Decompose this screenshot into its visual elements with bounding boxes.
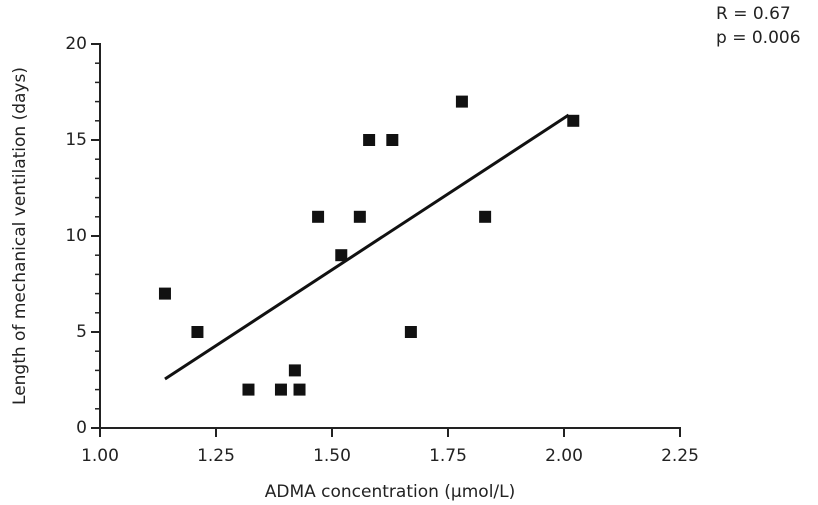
x-tick-label: 2.25	[661, 446, 699, 466]
point	[479, 210, 492, 223]
x-tick-label: 1.75	[429, 446, 467, 466]
x-tick-label: 1.25	[197, 446, 235, 466]
x-tick-label: 1.00	[81, 446, 119, 466]
point	[293, 383, 306, 396]
y-tick-label: 15	[65, 130, 87, 150]
point	[353, 210, 366, 223]
point	[404, 326, 417, 338]
point	[386, 134, 399, 146]
point	[335, 249, 348, 262]
x-tick-label: 2.00	[545, 446, 583, 466]
annotation: p = 0.006	[716, 28, 801, 48]
point	[158, 287, 171, 300]
x-tick-label: 1.50	[313, 446, 351, 466]
point	[191, 326, 204, 338]
point	[363, 134, 376, 146]
point	[288, 364, 301, 377]
x-axis-label: ADMA concentration (µmol/L)	[265, 482, 516, 502]
fit-line	[164, 113, 570, 381]
y-tick-label: 0	[76, 418, 87, 438]
point	[312, 210, 325, 223]
y-tick-label: 10	[65, 226, 87, 246]
point	[274, 383, 287, 396]
point	[242, 383, 255, 396]
point	[567, 114, 580, 127]
annotation: R = 0.67	[716, 4, 791, 24]
y-tick-label: 5	[76, 322, 87, 342]
y-tick-label: 20	[65, 34, 87, 54]
y-axis-label: Length of mechanical ventilation (days)	[10, 67, 30, 405]
point	[455, 95, 468, 108]
